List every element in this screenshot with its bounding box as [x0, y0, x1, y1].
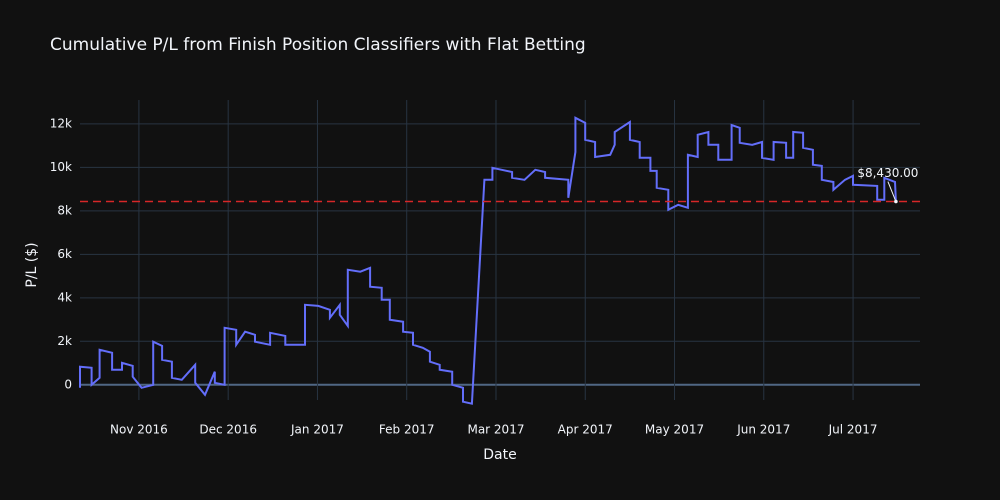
chart-title: Cumulative P/L from Finish Position Clas… [50, 35, 586, 55]
y-tick-label: 4k [57, 290, 72, 304]
annotation-point [894, 199, 898, 204]
y-axis-label: P/L ($) [24, 242, 40, 287]
y-tick-label: 0 [64, 377, 72, 391]
y-tick-label: 2k [57, 334, 72, 348]
y-tick-label: 10k [50, 160, 72, 174]
line [79, 116, 897, 405]
y-tick-label: 12k [50, 116, 72, 130]
annotation-text: $8,430.00 [857, 166, 918, 180]
x-tick-label: Mar 2017 [467, 423, 524, 437]
x-tick-label: Feb 2017 [379, 423, 435, 437]
x-tick-label: Dec 2016 [199, 423, 257, 437]
y-tick-label: 6k [57, 247, 72, 261]
x-tick-label: May 2017 [645, 423, 704, 437]
x-tick-label: Nov 2016 [110, 423, 168, 437]
x-tick-label: Jan 2017 [290, 423, 344, 437]
x-tick-label: Jun 2017 [736, 423, 790, 437]
annotation-arrow [887, 181, 897, 202]
x-tick-label: Apr 2017 [558, 423, 613, 437]
y-tick-label: 8k [57, 203, 72, 217]
x-axis-label: Date [483, 447, 516, 463]
x-tick-label: Jul 2017 [828, 423, 878, 437]
